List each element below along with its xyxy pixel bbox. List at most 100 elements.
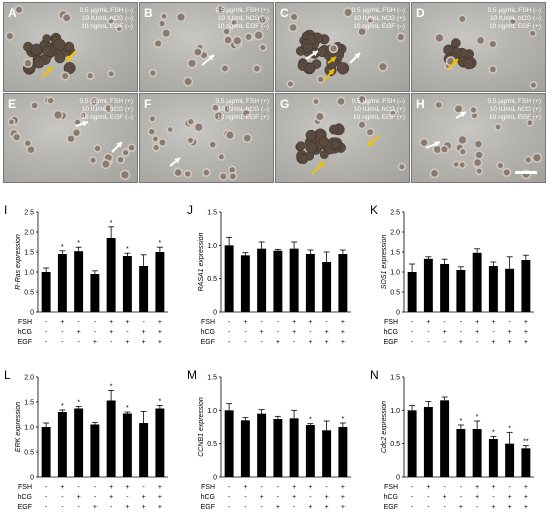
bar <box>305 425 315 477</box>
micrograph-panel-g: G 0.5 µg/mL FSH (–) 10 IU/mL hCG (+) 10 ng/… <box>275 93 410 183</box>
oocyte <box>119 169 131 181</box>
treatment-sign: - <box>325 319 328 326</box>
y-tick-label: 0.5 <box>207 276 217 283</box>
treatment-sign: - <box>476 504 479 511</box>
bar <box>322 262 332 312</box>
arrow-head <box>174 158 180 164</box>
treatment-sign: + <box>308 504 312 511</box>
oocyte <box>314 111 325 122</box>
bar-chart-j: J 0 0.5 1.0 1.5 RASA1 expression FSH - + - - + + - + hC… <box>187 203 351 346</box>
treatment-sign: + <box>158 339 162 346</box>
significance-mark: * <box>476 414 479 421</box>
treatment-sign: + <box>109 329 113 336</box>
treatment-sign: + <box>158 484 162 491</box>
treatment-sign: + <box>426 319 430 326</box>
treatment-sign: + <box>158 319 162 326</box>
treatment-sign: + <box>325 504 329 511</box>
oocyte <box>529 81 538 90</box>
treatment-sign: + <box>109 319 113 326</box>
treatment-sign: + <box>524 484 528 491</box>
bar <box>472 429 482 477</box>
treatment-label: hCG <box>18 494 32 501</box>
chart-panel-letter: K <box>370 203 378 217</box>
condition-label: 0.5 µg/mL FSH (+) <box>215 98 269 105</box>
oocyte <box>201 168 211 177</box>
panel-letter: F <box>144 97 152 111</box>
y-axis-label: ERK expression <box>15 402 22 452</box>
treatment-sign: - <box>228 339 231 346</box>
condition-label: 0.5 µg/mL FSH (–) <box>351 7 405 14</box>
condition-label: 10 ng/mL EGF (–) <box>217 23 269 30</box>
oocyte <box>357 94 367 105</box>
oocyte <box>328 43 339 54</box>
treatment-sign: - <box>61 329 64 336</box>
bar <box>74 251 84 312</box>
bar <box>57 254 67 312</box>
oocyte <box>107 69 116 78</box>
treatment-label: EGF <box>18 339 32 346</box>
bar <box>106 400 116 477</box>
treatment-sign: + <box>260 329 264 336</box>
oocyte <box>501 167 512 178</box>
bar <box>257 413 267 477</box>
oocyte <box>312 97 320 106</box>
arrow-head <box>312 51 318 57</box>
oocyte <box>316 75 325 84</box>
chart-panel-letter: I <box>4 203 7 217</box>
bar <box>257 248 267 312</box>
y-tick-label: 2.5 <box>24 210 34 217</box>
treatment-sign: - <box>77 319 80 326</box>
bar <box>456 270 466 312</box>
treatment-sign: - <box>61 494 64 501</box>
bar <box>289 248 299 312</box>
treatment-sign: - <box>443 484 446 491</box>
micrograph-image <box>434 14 538 90</box>
bar <box>456 429 466 477</box>
treatment-label: FSH <box>18 484 32 491</box>
y-tick-label: 1.5 <box>207 210 217 217</box>
treatment-sign: + <box>341 504 345 511</box>
oocyte <box>160 12 168 21</box>
y-tick-label: 1.0 <box>24 270 34 277</box>
treatment-sign: + <box>308 339 312 346</box>
treatment-label: FSH <box>384 484 398 491</box>
treatment-sign: + <box>524 339 528 346</box>
treatment-label: hCG <box>201 494 215 501</box>
arrow-head <box>434 141 440 147</box>
treatment-sign: - <box>293 504 296 511</box>
treatment-sign: - <box>244 329 247 336</box>
condition-label: 10 ng/mL EGF (+) <box>489 114 541 121</box>
treatment-sign: + <box>158 329 162 336</box>
y-tick-label: 0 <box>30 475 34 482</box>
oocyte <box>296 141 306 151</box>
treatment-sign: + <box>508 329 512 336</box>
oocyte <box>305 141 318 154</box>
arrow-head <box>328 69 334 75</box>
treatment-sign: + <box>524 504 528 511</box>
treatment-sign: - <box>228 484 231 491</box>
treatment-sign: - <box>77 504 80 511</box>
oocyte <box>377 61 389 72</box>
condition-label: 10 IU/mL hCG (+) <box>353 15 405 22</box>
significance-mark: * <box>126 405 129 412</box>
oocyte <box>451 38 461 48</box>
oocyte <box>173 167 184 178</box>
oocyte <box>88 156 98 165</box>
oocyte <box>186 136 195 145</box>
treatment-sign: - <box>110 339 113 346</box>
oocyte <box>61 12 72 23</box>
oocyte <box>228 171 238 181</box>
y-tick-label: 1.0 <box>207 408 217 415</box>
treatment-sign: + <box>60 319 64 326</box>
treatment-sign: - <box>411 504 414 511</box>
oocyte <box>79 111 88 120</box>
bar <box>423 407 433 477</box>
oocyte <box>147 127 157 136</box>
y-tick-label: 0 <box>396 310 400 317</box>
oocyte <box>157 19 167 28</box>
panel-letter: H <box>416 97 425 111</box>
oocyte <box>54 52 66 64</box>
oocyte <box>166 125 174 134</box>
